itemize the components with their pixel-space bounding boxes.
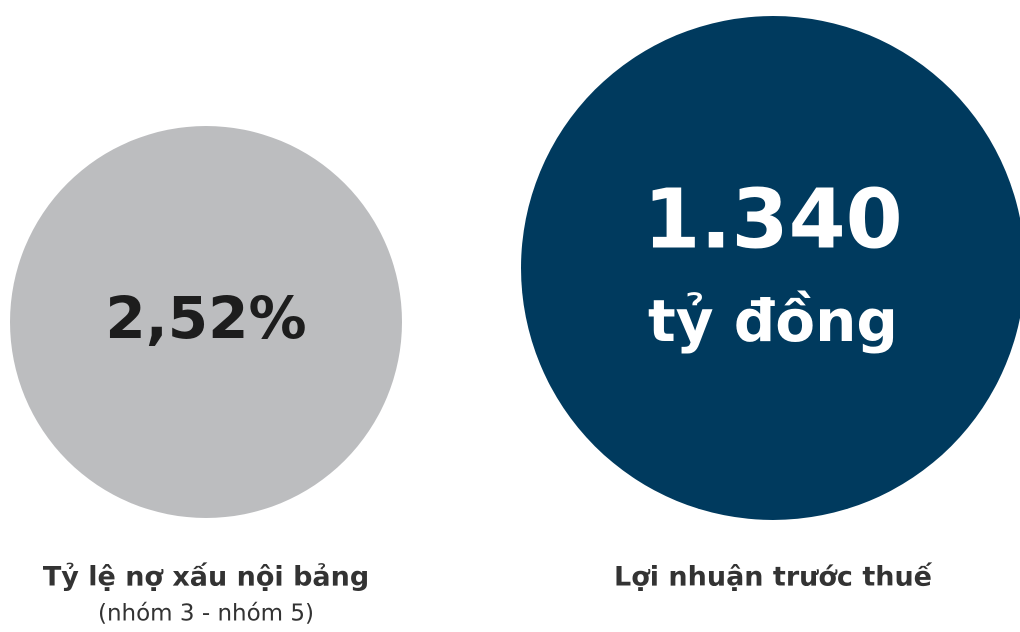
- metric-caption: Lợi nhuận trước thuế: [614, 562, 933, 593]
- metric-unit: tỷ đồng: [648, 287, 898, 355]
- metric-value: 2,52%: [105, 284, 306, 352]
- metric-caption: Tỷ lệ nợ xấu nội bảng: [43, 562, 369, 593]
- gray-circle: [10, 126, 402, 518]
- blue-circle: [521, 16, 1020, 520]
- metric-subcaption: (nhóm 3 - nhóm 5): [98, 601, 314, 627]
- metric-value: 1.340: [643, 172, 902, 267]
